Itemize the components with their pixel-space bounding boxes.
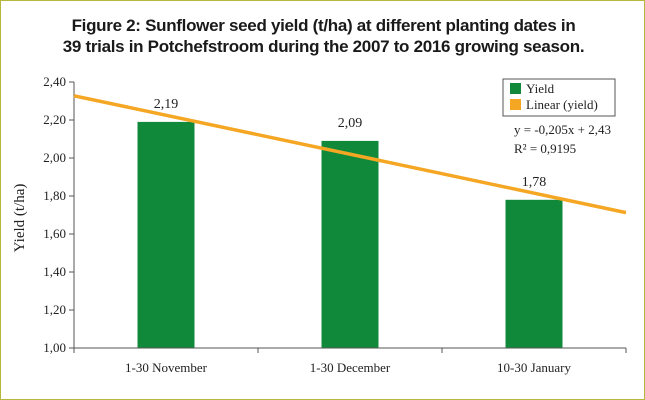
axes (73, 82, 626, 349)
data-labels: 2,19 2,09 1,78 (154, 97, 547, 190)
y-tick-label: 1,80 (43, 188, 66, 203)
data-label: 1,78 (522, 175, 547, 190)
trend-r-squared: R² = 0,9195 (514, 141, 576, 156)
chart-title-line-2: 39 trials in Potchefstroom during the 20… (62, 37, 585, 56)
y-tick-label: 2,20 (43, 112, 66, 127)
trendline-path (73, 94, 627, 215)
x-tick-label: 10-30 January (497, 360, 572, 375)
y-axis-label: Yield (t/ha) (12, 184, 28, 253)
legend-box (502, 78, 616, 117)
trend-equation: y = -0,205x + 2,43 (514, 122, 611, 137)
y-tick-label: 1,00 (43, 340, 66, 355)
legend: Yield Linear (yield) (502, 78, 616, 117)
y-axis-ticks: 1,00 1,20 1,40 1,60 1,80 2,00 2,20 2,40 (43, 74, 74, 355)
y-tick-label: 1,40 (43, 264, 66, 279)
y-tick-label: 2,40 (43, 74, 66, 89)
chart-title: Figure 2: Sunflower seed yield (t/ha) at… (1, 15, 645, 57)
data-label: 2,09 (338, 116, 363, 131)
x-tick-label: 1-30 November (125, 360, 208, 375)
legend-label-trend: Linear (yield) (526, 97, 598, 112)
y-tick-label: 2,00 (43, 150, 66, 165)
legend-swatch-trend (510, 99, 521, 110)
x-tick-label: 1-30 December (310, 360, 391, 375)
legend-label-yield: Yield (526, 81, 555, 96)
bar (137, 121, 195, 349)
legend-swatch-yield (510, 83, 521, 94)
bar (505, 199, 563, 348)
y-tick-label: 1,60 (43, 226, 66, 241)
y-tick-label: 1,20 (43, 302, 66, 317)
x-axis-ticks: 1-30 November 1-30 December 10-30 January (73, 348, 627, 375)
data-label: 2,19 (154, 97, 179, 112)
trendline (73, 94, 627, 215)
bar (321, 140, 379, 348)
chart-title-line-1: Figure 2: Sunflower seed yield (t/ha) at… (71, 16, 576, 35)
bars (137, 121, 563, 349)
